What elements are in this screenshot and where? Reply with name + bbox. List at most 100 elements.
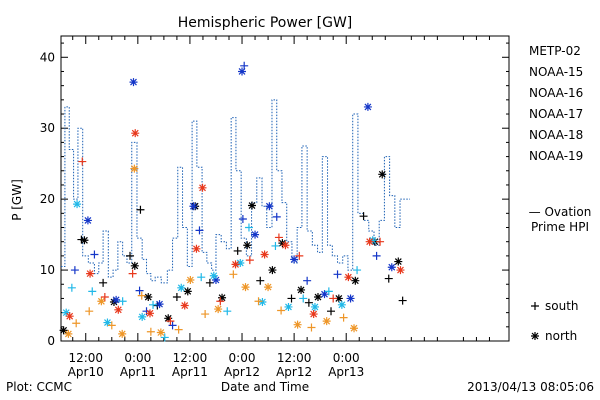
north-marker (363, 102, 372, 111)
south-marker (100, 293, 109, 302)
x-tick-date-label: Apr13 (328, 365, 364, 379)
north-marker (297, 285, 306, 294)
north-marker (97, 297, 106, 306)
south-marker (277, 306, 286, 315)
south-marker (295, 251, 304, 260)
south-marker (384, 274, 393, 283)
north-marker (238, 67, 247, 76)
north-marker (118, 329, 127, 338)
y-tick-label: 10 (40, 263, 55, 277)
y-tick-label: 40 (40, 50, 55, 64)
south-marker (160, 333, 169, 342)
ovation-legend-line1: — Ovation (529, 205, 592, 219)
south-marker (216, 297, 225, 306)
north-marker (309, 310, 318, 319)
south-marker (245, 256, 254, 265)
x-axis-label: Date and Time (221, 380, 309, 394)
y-tick-label: 0 (47, 334, 55, 348)
legend-item-noaa-15: NOAA-15 (529, 65, 583, 79)
series-metp-02 (59, 170, 407, 335)
ovation-hpi-line (61, 99, 411, 284)
south-marker (329, 294, 338, 303)
north-marker (103, 318, 112, 327)
south-marker (166, 317, 175, 326)
north-marker (86, 269, 95, 278)
south-marker (359, 212, 368, 221)
north-marker (59, 326, 68, 335)
south-marker (197, 273, 206, 282)
series-noaa-19 (65, 129, 405, 326)
south-marker (303, 276, 312, 285)
north-marker (351, 276, 360, 285)
south-marker (88, 287, 97, 296)
legend-item-metp-02: METP-02 (529, 44, 581, 58)
south-marker (135, 286, 144, 295)
south-marker (107, 321, 116, 330)
south-marker (128, 269, 137, 278)
legend-item-noaa-17: NOAA-17 (529, 107, 583, 121)
south-marker (78, 157, 87, 166)
south-marker (229, 270, 238, 279)
plot-credit: Plot: CCMC (6, 380, 72, 394)
north-marker (394, 257, 403, 266)
x-tick-time-label: 0:00 (229, 351, 256, 365)
south-marker (327, 307, 336, 316)
north-marker (334, 294, 343, 303)
plot-area: 01020304012:00Apr100:00Apr1112:00Apr110:… (40, 35, 510, 379)
south-marker (201, 310, 210, 319)
south-marker (168, 321, 177, 330)
north-marker (368, 236, 377, 245)
north-marker (344, 273, 353, 282)
north-marker (192, 244, 201, 253)
south-marker (287, 294, 296, 303)
series-noaa-18 (64, 164, 359, 338)
north-marker (131, 129, 140, 138)
south-marker (272, 212, 281, 221)
marker-legend-label: north (545, 329, 577, 343)
south-marker (136, 205, 145, 214)
north-marker (350, 324, 359, 333)
south-marker (99, 278, 108, 287)
north-marker (211, 276, 220, 284)
south-marker (137, 291, 146, 300)
north-marker (186, 276, 195, 284)
south-marker (353, 266, 362, 275)
north-marker (281, 241, 290, 250)
legend-item-noaa-19: NOAA-19 (529, 149, 583, 163)
marker-legend: south north (531, 299, 579, 343)
north-marker (209, 271, 218, 280)
x-tick-time-label: 12:00 (277, 351, 312, 365)
north-marker (138, 312, 147, 321)
north-marker (251, 230, 260, 239)
north-marker (231, 260, 240, 269)
north-marker (129, 78, 138, 87)
north-marker (156, 328, 165, 337)
x-tick-date-label: Apr11 (120, 365, 156, 379)
y-tick-label: 20 (40, 192, 55, 206)
south-marker (254, 297, 263, 306)
x-tick-time-label: 0:00 (333, 351, 360, 365)
north-marker (293, 320, 302, 329)
north-marker (73, 200, 82, 209)
north-marker (260, 250, 269, 259)
north-marker (218, 293, 227, 302)
y-axis-label: P [GW] (10, 179, 24, 221)
north-marker (290, 255, 299, 264)
north-marker (183, 287, 192, 296)
x-tick-date-label: Apr10 (68, 365, 104, 379)
north-marker (65, 312, 74, 321)
north-marker (145, 309, 154, 318)
marker-legend-label: south (545, 299, 579, 313)
south-marker (146, 327, 155, 336)
north-marker (83, 216, 92, 225)
plot-frame (60, 35, 510, 342)
north-marker (346, 294, 355, 303)
south-marker (205, 278, 214, 287)
south-marker (398, 296, 407, 305)
north-marker (284, 302, 293, 311)
north-marker (268, 266, 277, 275)
south-marker (149, 300, 158, 309)
south-marker (238, 215, 247, 223)
south-marker (256, 276, 265, 285)
